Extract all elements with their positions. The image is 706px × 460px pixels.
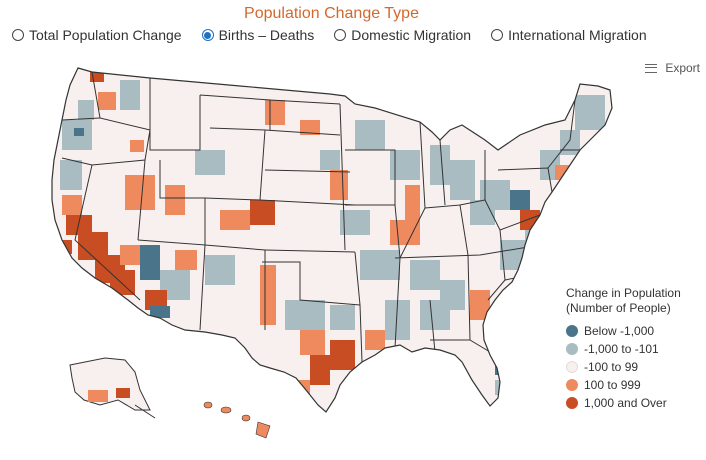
- radio-births-deaths[interactable]: Births – Deaths: [201, 27, 315, 43]
- legend-item-below-1000[interactable]: Below -1,000: [566, 322, 681, 340]
- legend-label: 100 to 999: [584, 378, 641, 392]
- page-title: Population Change Type: [244, 5, 419, 22]
- radio-domestic-migration[interactable]: Domestic Migration: [334, 27, 471, 43]
- map-legend: Change in Population (Number of People) …: [566, 286, 681, 412]
- legend-swatch-icon: [566, 397, 578, 409]
- radio-international-migration[interactable]: International Migration: [491, 27, 647, 43]
- legend-title-line2: (Number of People): [566, 301, 671, 315]
- radio-label: Total Population Change: [29, 27, 182, 43]
- legend-swatch-icon: [566, 343, 578, 355]
- radio-label: Domestic Migration: [351, 27, 472, 43]
- radio-button-icon[interactable]: [491, 29, 504, 41]
- legend-item-neg1000-to-neg101[interactable]: -1,000 to -101: [566, 340, 681, 358]
- legend-swatch-icon: [566, 361, 578, 373]
- radio-button-icon[interactable]: [334, 29, 347, 41]
- legend-item-neg100-to-99[interactable]: -100 to 99: [566, 358, 681, 376]
- legend-label: -100 to 99: [584, 360, 639, 374]
- radio-label: International Migration: [508, 27, 647, 43]
- hamburger-menu-icon: [645, 63, 658, 73]
- export-button[interactable]: Export: [645, 61, 700, 75]
- hawaii: [203, 401, 271, 439]
- legend-label: 1,000 and Over: [584, 396, 667, 410]
- legend-label: Below -1,000: [584, 324, 655, 338]
- population-change-type-radio-group: Total Population Change Births – Deaths …: [12, 27, 667, 43]
- export-label: Export: [665, 61, 700, 75]
- us-land-base: [52, 68, 612, 412]
- radio-button-icon[interactable]: [12, 29, 24, 41]
- radio-button-selected-icon[interactable]: [201, 29, 214, 41]
- radio-total-population-change[interactable]: Total Population Change: [12, 27, 182, 43]
- legend-item-1000-and-over[interactable]: 1,000 and Over: [566, 394, 681, 412]
- state-borders: [61, 71, 580, 363]
- legend-title-line1: Change in Population: [566, 286, 681, 300]
- legend-item-100-to-999[interactable]: 100 to 999: [566, 376, 681, 394]
- legend-title: Change in Population (Number of People): [566, 286, 681, 316]
- legend-swatch-icon: [566, 325, 578, 337]
- alaska: [69, 357, 156, 419]
- radio-label: Births – Deaths: [218, 27, 315, 43]
- legend-swatch-icon: [566, 379, 578, 391]
- legend-label: -1,000 to -101: [584, 342, 659, 356]
